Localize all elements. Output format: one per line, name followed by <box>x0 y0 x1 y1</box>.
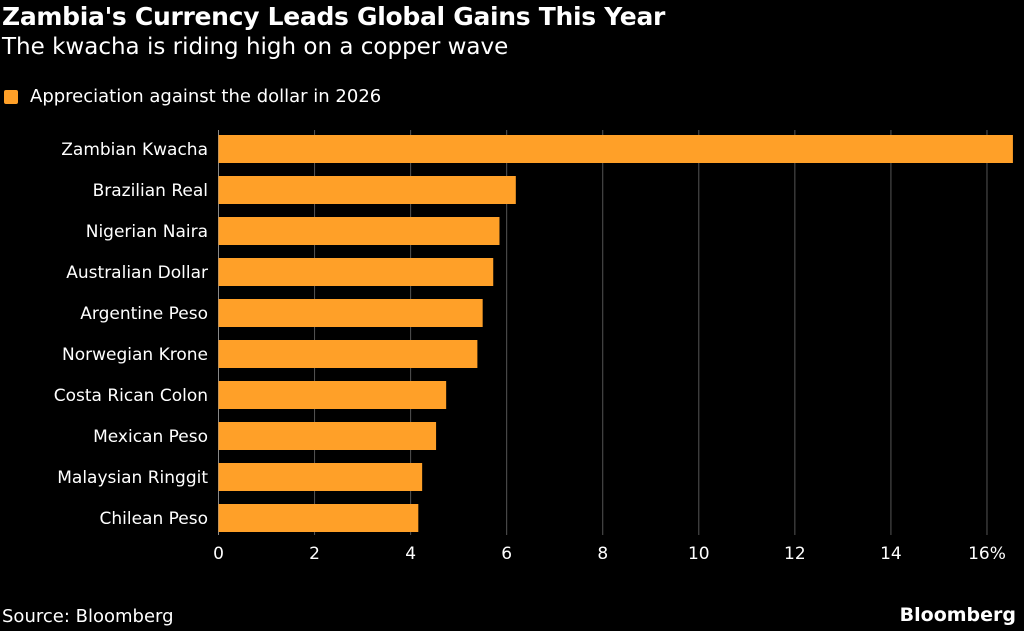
x-tick-label: 6 <box>501 544 512 564</box>
x-tick-label: 10 <box>688 544 710 564</box>
x-tick-label: 12 <box>784 544 806 564</box>
x-tick-label: 14 <box>880 544 902 564</box>
bar <box>218 135 1013 163</box>
category-label: Zambian Kwacha <box>61 140 208 160</box>
chart-title: Zambia's Currency Leads Global Gains Thi… <box>2 2 666 31</box>
bar <box>218 258 494 286</box>
bloomberg-logo: Bloomberg <box>899 604 1016 626</box>
legend: Appreciation against the dollar in 2026 <box>4 86 381 107</box>
category-label: Norwegian Krone <box>62 345 208 365</box>
category-label: Malaysian Ringgit <box>57 468 208 488</box>
bar <box>218 381 447 409</box>
bar <box>218 299 483 327</box>
legend-label: Appreciation against the dollar in 2026 <box>30 86 382 107</box>
category-label: Argentine Peso <box>80 304 208 324</box>
bar <box>218 504 419 532</box>
bar <box>218 340 478 368</box>
category-label: Mexican Peso <box>93 427 208 447</box>
bar <box>218 422 437 450</box>
legend-swatch <box>4 89 18 104</box>
bar-chart: 0 2 4 6 8 10 12 14 16% Zambian Kwacha Brazilian Re… <box>54 130 1013 564</box>
category-label: Chilean Peso <box>99 509 208 529</box>
category-label: Australian Dollar <box>66 263 208 283</box>
x-tick-label: 0 <box>213 544 224 564</box>
category-label: Nigerian Naira <box>86 222 208 242</box>
x-tick-label: 16% <box>968 544 1006 564</box>
chart-subtitle: The kwacha is riding high on a copper wa… <box>2 34 509 60</box>
bar <box>218 217 500 245</box>
x-tick-label: 2 <box>309 544 320 564</box>
x-tick-label: 4 <box>405 544 416 564</box>
bar <box>218 463 423 491</box>
category-label: Costa Rican Colon <box>54 386 208 406</box>
x-tick-label: 8 <box>597 544 608 564</box>
category-label: Brazilian Real <box>93 181 208 201</box>
bar <box>218 176 516 204</box>
source-note: Source: Bloomberg <box>2 606 174 627</box>
